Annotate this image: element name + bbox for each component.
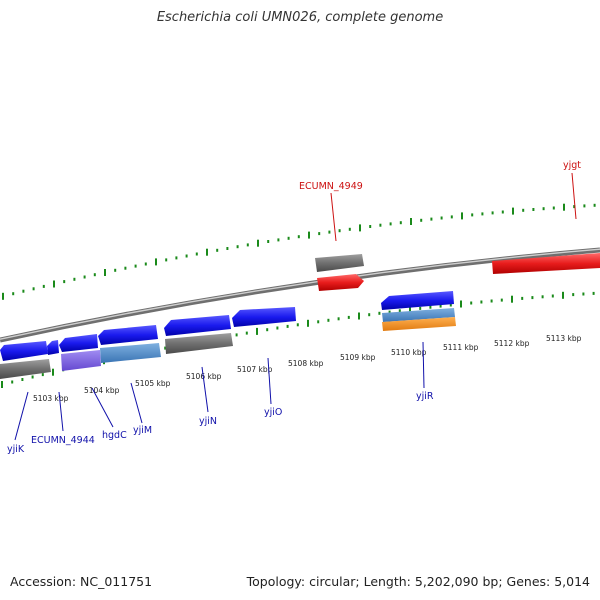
steel-block-yjim[interactable] [100,343,161,363]
tick-label: 5109 kbp [340,353,376,362]
leader-yjim [130,382,143,424]
gene-label-yjgt[interactable]: yjgt [563,160,581,171]
tick-label: 5112 kbp [494,339,530,348]
reverse-strand-features [0,291,456,379]
forward-strand-features [315,253,600,291]
gene-arrow-ecumn-4944[interactable] [59,334,98,352]
gene-arrow-hgdc[interactable] [98,325,158,345]
gene-labels: yjiK ECUMN_4944 hgdC yjiM yjiN yjiO yjiR… [7,160,581,455]
tick-label: 5111 kbp [443,343,479,352]
gene-label-yjik[interactable]: yjiK [7,444,25,455]
gene-label-yjin[interactable]: yjiN [199,416,217,427]
tick-label: 5105 kbp [135,379,171,388]
tick-label: 5113 kbp [546,334,582,343]
pseudo-block-yjin[interactable] [165,333,233,354]
gene-label-ecumn-4949[interactable]: ECUMN_4949 [299,181,363,192]
leader-yjio [267,357,272,405]
gene-label-yjir[interactable]: yjiR [416,391,434,402]
purple-block-hgdc[interactable] [61,350,101,371]
gene-label-hgdc[interactable]: hgdC [102,430,127,441]
gene-label-yjim[interactable]: yjiM [133,425,152,436]
gene-arrow-yjim[interactable] [164,315,231,336]
leader-yjik [14,391,29,441]
tick-label: 5108 kbp [288,359,324,368]
gene-arrow-yjik-small[interactable] [47,340,59,355]
pseudo-block-yjik[interactable] [0,359,51,379]
gene-arrow-yjgt[interactable] [492,253,600,274]
accession-text: Accession: NC_011751 [10,574,153,589]
leader-yjgt [571,172,577,220]
steel-block-yjir[interactable] [382,308,455,322]
leader-yjin [201,366,209,413]
leader-hgdc [91,387,114,428]
gene-arrow-yjin[interactable] [232,307,296,327]
tick-label: 5104 kbp [84,386,120,395]
tick-label: 5103 kbp [33,394,69,403]
tick-label: 5110 kbp [391,348,427,357]
tick-label: 5107 kbp [237,365,273,374]
tick-labels: 5103 kbp 5104 kbp 5105 kbp 5106 kbp 5107… [33,334,582,403]
gene-label-ecumn-4944[interactable]: ECUMN_4944 [31,435,95,446]
gene-arrow-ecumn-4949-pseudo[interactable] [315,254,364,272]
orange-block-yjir[interactable] [382,317,456,331]
leader-yjir [422,341,425,389]
gene-label-yjio[interactable]: yjiO [264,407,282,418]
label-leaders [14,172,577,441]
genome-summary-text: Topology: circular; Length: 5,202,090 bp… [246,574,590,589]
genome-backbone [0,247,600,343]
tick-label: 5106 kbp [186,372,222,381]
outer-tick-ring [2,203,596,300]
leader-ecumn-4944 [58,391,64,432]
gene-arrow-yjir[interactable] [381,291,454,310]
gene-arrow-ecumn-4949[interactable] [317,274,364,291]
leader-ecumn-4949 [330,192,337,242]
map-title: Escherichia coli UMN026, complete genome [156,10,444,25]
gene-arrow-yjik[interactable] [0,341,48,361]
